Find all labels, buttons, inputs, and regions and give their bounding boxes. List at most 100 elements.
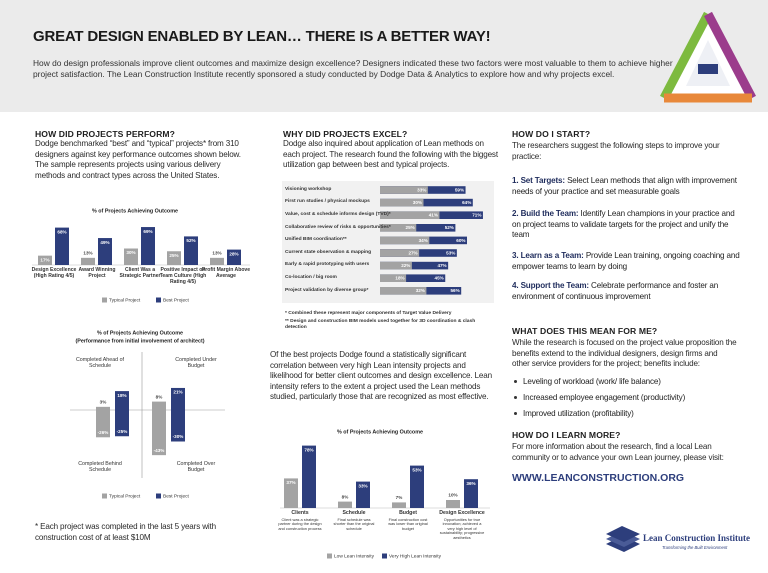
row-label: Value, cost & schedule informs design (T… <box>285 212 391 217</box>
step: 4. Support the Team: Celebrate performan… <box>512 281 740 302</box>
bar <box>284 478 298 508</box>
value-label: 25% <box>169 253 178 258</box>
step: 3. Learn as a Team: Provide Lean trainin… <box>512 251 740 272</box>
bar <box>380 198 473 207</box>
value-label: 13% <box>212 251 221 256</box>
value-label: 33% <box>358 483 367 488</box>
value-label: 33% <box>417 187 426 192</box>
bar <box>124 248 138 265</box>
value-label: -26% <box>98 430 109 435</box>
value-label: 36% <box>466 481 475 486</box>
row-label: Early & rapid prototyping with users <box>285 262 370 268</box>
page-title: GREAT DESIGN ENABLED BY LEAN… THERE IS A… <box>33 28 491 45</box>
value-label: 52% <box>186 238 195 243</box>
legend-label: Low Lean Intensity <box>334 553 375 559</box>
value-label: 47% <box>437 263 446 268</box>
bar <box>356 481 370 508</box>
legend-label: Typical Project <box>109 297 141 303</box>
chart-subtitle: (Performance from initial involvement of… <box>75 338 204 344</box>
value-label: 25% <box>406 225 415 230</box>
category-label: Clients <box>291 510 309 516</box>
website-link[interactable]: WWW.LEANCONSTRUCTION.ORG <box>512 472 685 484</box>
section-text: Dodge also inquired about application of… <box>283 139 498 170</box>
bottom-logo-mark <box>606 526 640 552</box>
bar <box>380 274 407 282</box>
legend-label: Best Project <box>163 493 190 499</box>
category-description: Final construction cost was lower than o… <box>388 517 428 531</box>
chart-title: % of Projects Achieving Outcome <box>97 330 183 336</box>
chart-title: % of Projects Achieving Outcome <box>92 208 178 214</box>
bar <box>38 255 52 265</box>
bar <box>55 227 69 265</box>
bar <box>227 249 241 265</box>
value-label: 17% <box>40 257 49 262</box>
value-label: 69% <box>143 229 152 234</box>
row-label: Co-location / big room <box>285 275 337 280</box>
category-description: Client was a strategic partner during th… <box>278 517 322 531</box>
bar <box>152 401 166 410</box>
bar <box>171 410 185 442</box>
legend-swatch <box>382 553 387 559</box>
value-label: 22% <box>401 263 410 268</box>
legend-swatch <box>327 553 332 559</box>
value-label: -43% <box>154 448 165 453</box>
value-label: 30% <box>126 250 135 255</box>
step-text: Provide Lean training, ongoing coaching … <box>512 251 740 271</box>
section-text: The researchers suggest the following st… <box>512 141 720 161</box>
top-logo <box>660 11 756 103</box>
header-band <box>0 0 768 112</box>
bar <box>446 500 460 508</box>
value-label: 3% <box>100 400 107 405</box>
step-label: Set Targets: <box>520 176 566 185</box>
bar <box>410 465 424 508</box>
annotation: Completed Behind Schedule <box>78 461 122 474</box>
step-text: Identify Lean champions in your practice… <box>512 209 735 240</box>
category-label: Budget <box>399 510 417 516</box>
row-label: Visioning workshop <box>285 186 332 192</box>
bar <box>380 224 417 232</box>
bar <box>96 410 110 438</box>
legend-swatch <box>156 493 161 499</box>
legend-swatch <box>102 493 107 499</box>
benefit: Increased employee engagement (productiv… <box>512 393 685 402</box>
section-heading: WHY DID PROJECTS EXCEL? <box>283 129 408 139</box>
bar <box>380 287 427 295</box>
chart-note: ** Design and construction BIM models us… <box>285 319 476 331</box>
step-label: Build the Team: <box>520 209 579 218</box>
category-label: Design Excellence <box>439 510 485 516</box>
category-label: Schedule <box>342 510 366 516</box>
step-number: 3. <box>512 251 519 260</box>
value-label: 8% <box>156 394 163 399</box>
step-text: Celebrate performance and foster an envi… <box>512 281 719 301</box>
step-number: 2. <box>512 209 519 218</box>
bar <box>171 387 185 410</box>
value-label: 7% <box>396 495 403 500</box>
value-label: 8% <box>342 494 349 499</box>
row-label: Unified BIM coordination** <box>285 237 347 243</box>
category-label: Award Winning Project <box>78 267 116 279</box>
category-label: Client Was a Strategic Partner <box>119 267 161 279</box>
value-label: 18% <box>395 276 404 281</box>
row-label: Current state observation & mapping <box>285 249 372 255</box>
value-label: 64% <box>462 200 471 205</box>
section-heading: HOW DO I LEARN MORE? <box>512 430 621 440</box>
footnote: * Each project was completed in the last… <box>35 522 216 542</box>
bar <box>96 406 110 410</box>
value-label: 49% <box>100 240 109 245</box>
value-label: 10% <box>448 493 457 498</box>
section-text: Dodge benchmarked “best” and “typical” p… <box>35 139 241 180</box>
bar <box>380 261 449 270</box>
legend-label: Best Project <box>163 297 190 303</box>
bar <box>380 236 430 245</box>
benefit: Improved utilization (profitability) <box>512 409 634 418</box>
section-text: Of the best projects Dodge found a stati… <box>270 350 492 402</box>
step-number: 4. <box>512 281 519 290</box>
bar <box>167 251 181 265</box>
bar <box>184 236 198 265</box>
step: 1. Set Targets: Select Lean methods that… <box>512 176 740 197</box>
section-heading: HOW DO I START? <box>512 129 591 139</box>
value-label: 45% <box>435 276 444 281</box>
bar <box>152 410 166 456</box>
logo-name: Lean Construction Institute <box>643 533 751 543</box>
